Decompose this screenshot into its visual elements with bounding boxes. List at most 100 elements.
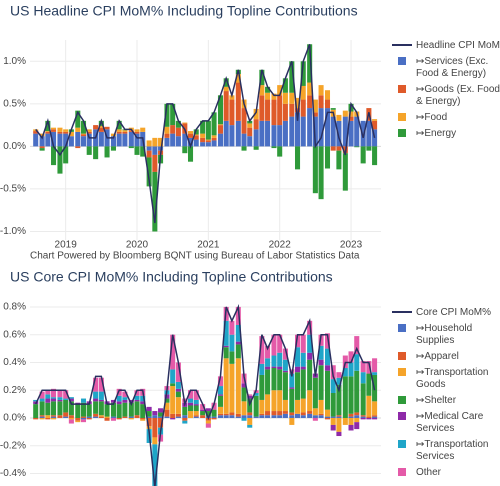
- bar-segment: [51, 129, 57, 132]
- bar-segment: [366, 416, 372, 418]
- legend-swatch: [398, 129, 406, 137]
- bar-segment: [164, 126, 170, 134]
- bar-segment: [193, 404, 199, 406]
- bar-segment: [146, 150, 152, 158]
- bar-segment: [134, 390, 140, 396]
- bar-segment: [158, 412, 164, 417]
- bar-segment: [342, 110, 348, 117]
- bar-segment: [265, 394, 271, 412]
- bar-segment: [336, 150, 342, 170]
- bar-segment: [164, 394, 170, 399]
- bar-segment: [277, 366, 283, 370]
- y-tick-label: 0.4%: [3, 357, 26, 368]
- bar-segment: [98, 399, 104, 402]
- bar-segment: [295, 97, 301, 109]
- legend-swatch: [398, 396, 406, 404]
- y-tick-label: 0.0%: [3, 141, 26, 152]
- bar-segment: [247, 123, 253, 128]
- bar-segment: [45, 120, 51, 132]
- bar-segment: [348, 424, 354, 431]
- bar-segment: [116, 131, 122, 134]
- bar-segment: [271, 390, 277, 412]
- bar-segment: [277, 352, 283, 367]
- bar-segment: [140, 395, 146, 402]
- bar-segment: [295, 108, 301, 113]
- bar-segment: [330, 393, 336, 417]
- bar-segment: [68, 419, 74, 424]
- bar-segment: [277, 95, 283, 126]
- bar-segment: [200, 142, 206, 147]
- bar-segment: [152, 154, 158, 172]
- bar-segment: [57, 399, 63, 402]
- bar-segment: [110, 133, 116, 137]
- bar-segment: [289, 412, 295, 416]
- bar-segment: [86, 133, 92, 147]
- bar-segment: [253, 393, 259, 396]
- bar-segment: [98, 377, 104, 392]
- bar-segment: [336, 431, 342, 437]
- bar-segment: [39, 417, 45, 420]
- bar-segment: [45, 417, 51, 420]
- bar-segment: [372, 146, 378, 166]
- bar-segment: [300, 412, 306, 416]
- bar-segment: [175, 391, 181, 398]
- bar-segment: [253, 416, 259, 418]
- bar-segment: [152, 437, 158, 445]
- bar-segment: [33, 399, 39, 402]
- bar-segment: [33, 417, 39, 420]
- bar-segment: [336, 384, 342, 416]
- bar-segment: [51, 146, 57, 166]
- legend-swatch: [398, 440, 406, 448]
- bar-segment: [271, 99, 277, 126]
- bar-segment: [193, 135, 199, 140]
- bar-segment: [93, 398, 99, 402]
- bar-segment: [122, 416, 128, 418]
- bar-segment: [134, 401, 140, 416]
- bar-segment: [312, 146, 318, 194]
- bar-segment: [253, 129, 259, 147]
- bar-segment: [312, 377, 318, 409]
- legend-swatch: [398, 113, 406, 121]
- bar-segment: [312, 112, 318, 117]
- bar-segment: [277, 411, 283, 416]
- bar-segment: [330, 108, 336, 110]
- bar-segment: [193, 139, 199, 147]
- bar-segment: [318, 108, 324, 147]
- bar-segment: [300, 116, 306, 147]
- bar-segment: [217, 95, 224, 125]
- bar-segment: [289, 388, 295, 413]
- bar-segment: [170, 133, 176, 147]
- bar-segment: [93, 377, 99, 392]
- bar-segment: [80, 398, 87, 403]
- bar-segment: [312, 417, 318, 421]
- bar-segment: [277, 146, 283, 157]
- bar-segment: [51, 416, 57, 418]
- bar-segment: [324, 370, 331, 410]
- bar-segment: [217, 395, 224, 407]
- bar-segment: [307, 413, 313, 418]
- bar-segment: [247, 417, 253, 425]
- bar-segment: [182, 133, 188, 147]
- bar-segment: [140, 404, 146, 418]
- bar-segment: [146, 406, 152, 412]
- bar-segment: [282, 370, 288, 373]
- bar-segment: [152, 444, 158, 486]
- bar-segment: [259, 69, 265, 86]
- bar-segment: [134, 133, 140, 147]
- bar-segment: [68, 131, 74, 137]
- bar-segment: [307, 108, 313, 147]
- bar-segment: [164, 416, 170, 418]
- bar-segment: [86, 404, 92, 417]
- bar-segment: [134, 415, 140, 418]
- bar-segment: [229, 320, 235, 335]
- bar-segment: [282, 103, 288, 121]
- bar-segment: [51, 388, 57, 398]
- bar-segment: [187, 133, 194, 138]
- bar-segment: [98, 120, 104, 126]
- bar-segment: [116, 401, 122, 405]
- bar-segment: [140, 146, 146, 157]
- bar-segment: [128, 131, 134, 147]
- bar-segment: [372, 401, 378, 416]
- bar-segment: [307, 390, 313, 412]
- bar-segment: [354, 146, 360, 148]
